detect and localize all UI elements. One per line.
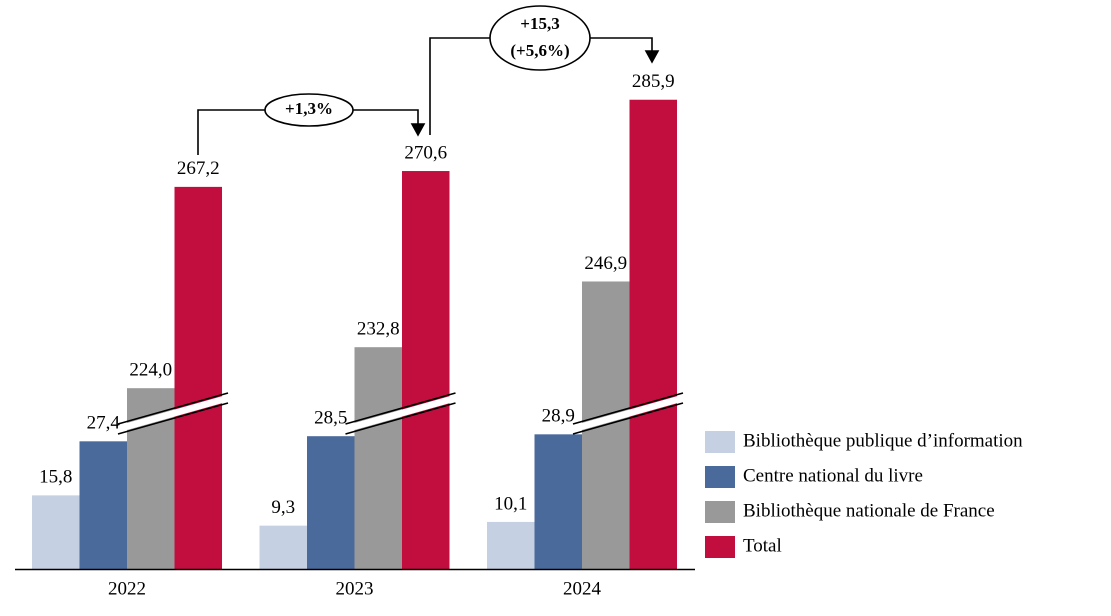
bar <box>32 495 80 569</box>
value-label: 28,9 <box>542 406 575 427</box>
connectors <box>197 37 660 155</box>
bar <box>534 434 582 569</box>
arrowhead <box>410 123 426 137</box>
axis-break <box>345 402 456 435</box>
legend-label: Centre national du livre <box>743 465 923 486</box>
value-label: 246,9 <box>584 253 627 274</box>
value-label: 15,8 <box>39 467 72 488</box>
value-label: 28,5 <box>314 408 347 429</box>
x-tick-label: 2024 <box>563 578 602 599</box>
annotation-bubble <box>489 5 591 71</box>
value-label: 285,9 <box>632 71 675 92</box>
bar <box>629 99 677 569</box>
axis-break <box>572 392 684 425</box>
value-label: 267,2 <box>177 158 220 179</box>
axis-break <box>572 402 684 435</box>
x-tick-label: 2022 <box>108 578 146 599</box>
bars: 2022 15,8 27,4 224,0 267,2 2023 9,3 28,5 232,8 27… <box>32 71 1023 599</box>
annotation-bubble <box>264 93 354 127</box>
bar <box>259 525 307 569</box>
annotation: +1,3% <box>285 99 333 118</box>
bar <box>487 521 535 569</box>
bar <box>79 441 127 569</box>
bar <box>307 436 355 569</box>
axis-break-gap <box>118 394 228 433</box>
legend-swatch <box>705 431 735 453</box>
bar <box>174 186 222 569</box>
legend-label: Bibliothèque publique d’information <box>743 430 1023 451</box>
legend-swatch <box>705 466 735 488</box>
axis-break <box>345 392 456 425</box>
value-label: 270,6 <box>404 142 447 163</box>
bar <box>354 347 402 569</box>
axis-break <box>117 402 229 435</box>
x-tick-label: 2023 <box>336 578 374 599</box>
value-label: 232,8 <box>357 319 400 340</box>
axis-break-gap <box>573 394 683 433</box>
bar <box>402 171 450 569</box>
annotation: +15,3 <box>520 14 559 33</box>
arrowhead <box>644 50 660 64</box>
value-label: 224,0 <box>129 360 172 381</box>
value-label: 10,1 <box>494 493 527 514</box>
legend-swatch <box>705 501 735 523</box>
value-label: 9,3 <box>271 497 295 518</box>
legend-swatch <box>705 536 735 558</box>
legend-label: Bibliothèque nationale de France <box>743 500 995 521</box>
annotation: (+5,6%) <box>510 41 569 60</box>
axis-break <box>117 392 229 425</box>
axis-break-gap <box>345 394 456 433</box>
value-label: 27,4 <box>87 413 121 434</box>
legend-label: Total <box>743 535 782 556</box>
